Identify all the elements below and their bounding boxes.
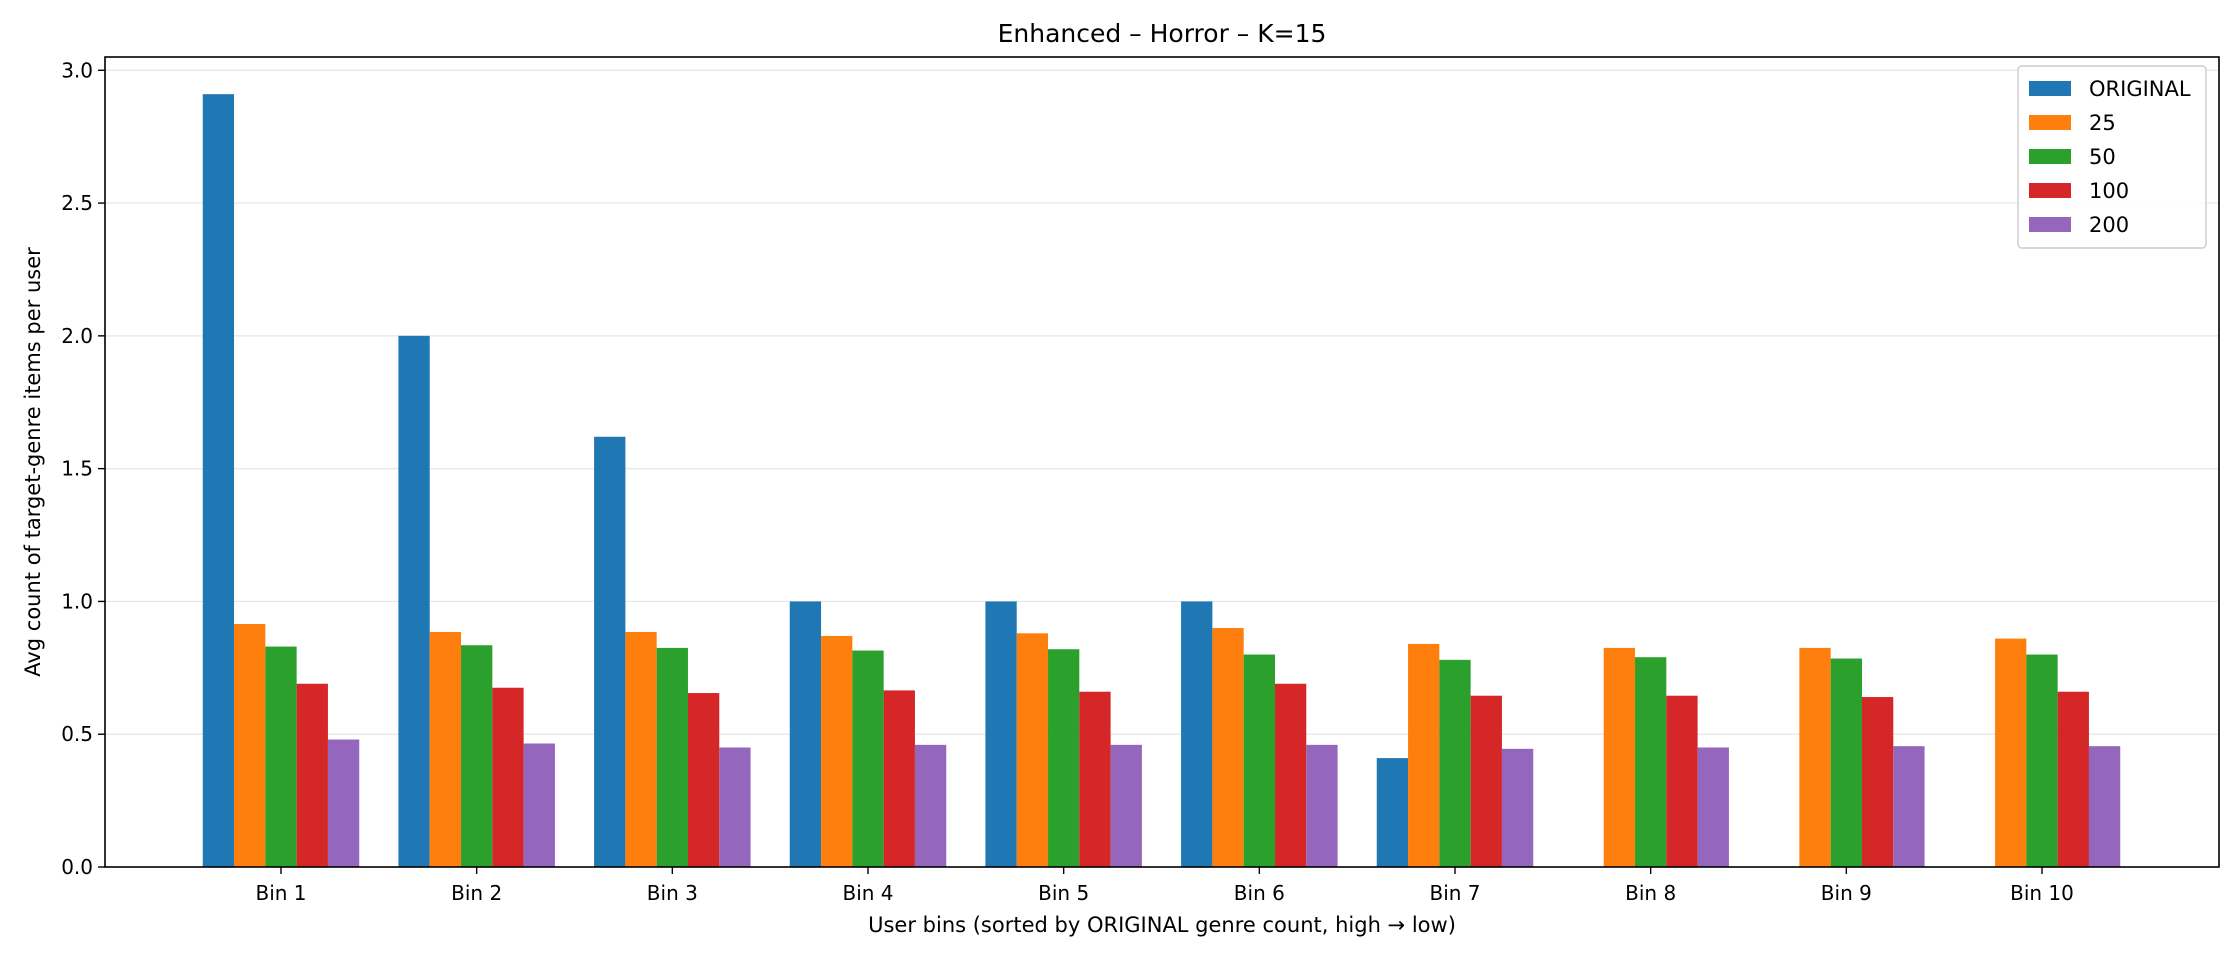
y-tick-label: 2.0 (61, 324, 93, 348)
bar (1110, 744, 1142, 867)
legend-box (2017, 65, 2207, 249)
bar (1830, 658, 1862, 867)
bar (914, 744, 947, 867)
x-tick-label: Bin 3 (647, 881, 698, 905)
x-tick-label: Bin 5 (1038, 881, 1089, 905)
x-tick-label: Bin 9 (1821, 881, 1872, 905)
bar (523, 743, 555, 867)
x-tick-label: Bin 1 (255, 881, 306, 905)
x-tick-label: Bin 10 (2010, 881, 2074, 905)
bar (1408, 643, 1440, 867)
legend-label: 200 (2089, 213, 2129, 237)
bar (1376, 758, 1409, 867)
y-tick-label: 0.0 (61, 855, 93, 879)
legend-swatch (2029, 149, 2071, 164)
bar (1274, 683, 1307, 867)
bar (1470, 695, 1502, 867)
y-axis-label: Avg count of target-genre items per user (21, 247, 45, 677)
bar (1501, 748, 1534, 867)
bar (719, 747, 751, 867)
bar (625, 631, 657, 867)
bar (1666, 695, 1698, 867)
bar (789, 601, 822, 867)
bar (234, 624, 266, 867)
plot-frame (104, 56, 2220, 868)
bar (1181, 601, 1213, 867)
bars (202, 94, 2121, 868)
bar (327, 739, 360, 867)
bar (821, 635, 853, 867)
bar (1697, 747, 1729, 867)
bar (1635, 657, 1667, 867)
bar (852, 650, 884, 867)
x-axis-ticks: Bin 1 Bin 2 Bin 3 Bin 4 Bin 5 Bin 6 Bin 7 Bin 8… (255, 867, 2074, 905)
bar (656, 647, 688, 867)
bar (2057, 691, 2089, 867)
bar (296, 683, 328, 867)
bar (202, 94, 235, 868)
y-tick-label: 2.5 (61, 191, 93, 215)
x-axis-label: User bins (sorted by ORIGINAL genre coun… (868, 913, 1456, 937)
legend-label: 50 (2089, 145, 2116, 169)
x-tick-label: Bin 8 (1625, 881, 1676, 905)
y-tick-label: 1.0 (61, 589, 93, 613)
legend-label: 25 (2089, 111, 2116, 135)
bar (1603, 647, 1636, 867)
bar (1306, 744, 1338, 867)
legend-swatch (2029, 81, 2071, 96)
bar (429, 631, 462, 867)
chart-title: Enhanced – Horror – K=15 (998, 19, 1327, 48)
legend-label: ORIGINAL (2089, 77, 2191, 101)
x-tick-label: Bin 7 (1429, 881, 1480, 905)
bar (2088, 746, 2121, 867)
bar (1893, 746, 1925, 867)
bar (2026, 654, 2058, 867)
bar (985, 601, 1017, 867)
bar (1048, 649, 1080, 867)
bar (1861, 697, 1894, 867)
y-tick-label: 0.5 (61, 722, 93, 746)
x-tick-label: Bin 2 (451, 881, 502, 905)
bar (594, 436, 626, 867)
y-axis-ticks: 0.0 0.5 1.0 1.5 2.0 2.5 3.0 (61, 58, 105, 879)
bar (1243, 654, 1275, 867)
bar (492, 687, 524, 867)
legend-swatch (2029, 115, 2071, 130)
bar (883, 690, 915, 867)
bar (1995, 638, 2027, 867)
bar (687, 693, 720, 867)
bar (1439, 659, 1471, 867)
bar (398, 335, 430, 868)
bar (1079, 691, 1111, 867)
bar (1212, 627, 1244, 867)
bar (265, 646, 297, 867)
x-tick-label: Bin 4 (842, 881, 893, 905)
legend-swatch (2029, 217, 2071, 232)
bar (1016, 633, 1049, 867)
bar (461, 645, 493, 867)
legend-swatch (2029, 183, 2071, 198)
y-tick-label: 3.0 (61, 58, 93, 82)
y-tick-label: 1.5 (61, 457, 93, 481)
bar (1799, 647, 1831, 867)
legend-label: 100 (2089, 179, 2129, 203)
x-tick-label: Bin 6 (1234, 881, 1285, 905)
legend: ORIGINAL 25 50 100 200 (2017, 65, 2207, 249)
